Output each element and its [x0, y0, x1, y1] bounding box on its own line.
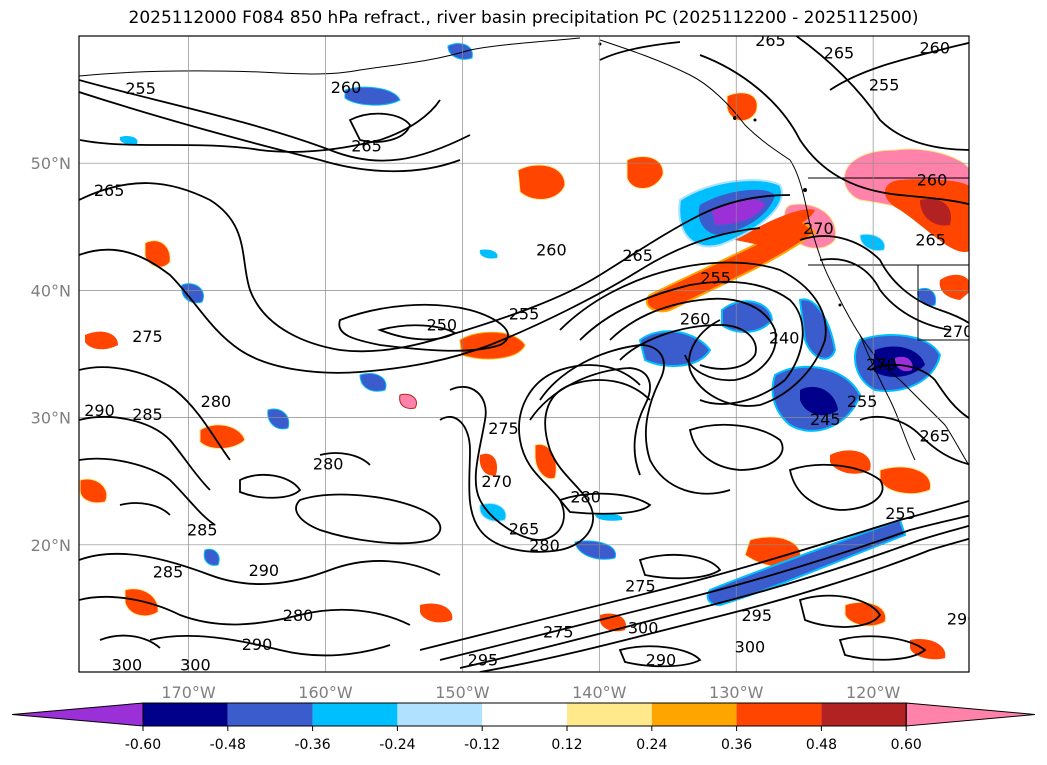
contour-label: 265 [351, 136, 382, 155]
colorbar-segment [143, 703, 228, 726]
contour-label: 265 [919, 426, 950, 445]
contour-label: 265 [509, 519, 540, 538]
contour-labels: 255 260 265 265 275 290 285 280 250 255 260 265 260 2… [84, 31, 978, 674]
contour-label: 260 [919, 38, 950, 57]
contour-label: 255 [125, 79, 156, 98]
colorbar-segment [312, 703, 398, 726]
contour-label: 265 [622, 246, 653, 265]
colorbar-tick-label: -0.48 [210, 737, 246, 753]
contour-label: 265 [915, 231, 946, 250]
contour-label: 245 [810, 410, 841, 429]
contour-label: 260 [917, 171, 948, 190]
colorbar-segment [736, 703, 822, 726]
lat-tick-label: 20°N [31, 536, 71, 555]
contour-label: 290 [249, 561, 280, 580]
contour-label: 270 [866, 355, 897, 374]
contour-label: 265 [755, 31, 786, 50]
colorbar-tick-label: -0.24 [379, 737, 415, 753]
contour-label: 270 [803, 219, 834, 238]
lat-tick-label: 50°N [31, 154, 71, 173]
contour-label: 270 [481, 472, 512, 491]
contour-label: 240 [769, 328, 800, 347]
lon-tick-label: 120°W [846, 683, 901, 702]
colorbar-tick-label: 0.24 [636, 737, 667, 753]
contour-label: 255 [869, 75, 900, 94]
contour-label: 285 [187, 521, 218, 540]
lon-tick-label: 160°W [298, 683, 353, 702]
colorbar-segment [227, 703, 313, 726]
colorbar-outline [142, 702, 907, 727]
contour-label: 300 [735, 638, 766, 657]
colorbar-extend-low [11, 702, 144, 727]
contour-label: 270 [943, 322, 974, 341]
colorbar-extend-high [905, 702, 1036, 727]
contour-label: 255 [847, 392, 878, 411]
contour-label: 280 [283, 606, 314, 625]
lon-tick-label: 150°W [435, 683, 490, 702]
contour-label: 265 [824, 44, 855, 63]
plot-frame [78, 35, 970, 673]
contour-label: 275 [132, 327, 163, 346]
contour-label: 300 [112, 655, 143, 674]
contour-label: 300 [180, 655, 211, 674]
refractivity-contours [79, 36, 969, 672]
colorbar-segment [567, 703, 652, 726]
lon-tick-label: 130°W [709, 683, 764, 702]
contour-label: 255 [885, 504, 916, 523]
contour-label: 295 [741, 606, 772, 625]
map-plot-area: 255 260 265 265 275 290 285 280 250 255 260 265 260 2… [79, 31, 978, 674]
colorbar-tick-label: -0.60 [125, 737, 161, 753]
contour-label: 260 [331, 78, 362, 97]
contour-label: 290 [242, 635, 273, 654]
contour-label: 285 [153, 563, 184, 582]
contour-label: 260 [536, 241, 567, 260]
colorbar-segment [482, 703, 567, 726]
lat-tick-label: 30°N [31, 409, 71, 428]
colorbar: -0.60 -0.48 -0.36 -0.24 -0.12 0.12 0.24 0.36 0.4… [11, 702, 1036, 753]
colorbar-segment [397, 703, 483, 726]
contour-label: 255 [700, 269, 731, 288]
precip-shading-positive [79, 92, 969, 660]
colorbar-segment [651, 703, 737, 726]
colorbar-tick-label: 0.60 [891, 737, 922, 753]
contour-label: 285 [132, 405, 163, 424]
colorbar-tick-label: 0.36 [721, 737, 752, 753]
contour-label: 275 [543, 622, 574, 641]
contour-label: 280 [570, 487, 601, 506]
lat-tick-label: 40°N [31, 281, 71, 300]
lon-tick-label: 140°W [572, 683, 627, 702]
contour-label: 275 [625, 577, 656, 596]
lon-tick-label: 170°W [161, 683, 216, 702]
contour-label: 300 [628, 618, 659, 637]
contour-label: 275 [488, 419, 519, 438]
contour-label: 260 [680, 309, 711, 328]
contour-label: 280 [201, 392, 232, 411]
contour-label: 280 [313, 454, 344, 473]
contour-label: 290 [947, 610, 978, 629]
colorbar-tick-label: 0.48 [806, 737, 837, 753]
contour-label: 280 [529, 536, 560, 555]
colorbar-tick-label: 0.12 [551, 737, 582, 753]
contour-label: 265 [94, 181, 125, 200]
contour-label: 290 [84, 401, 115, 420]
contour-label: 250 [427, 316, 458, 335]
map-title: 2025112000 F084 850 hPa refract., river … [128, 8, 919, 28]
contour-label: 295 [468, 650, 499, 669]
colorbar-segment [821, 703, 907, 726]
axis-labels: 170°W 160°W 150°W 140°W 130°W 120°W 20°N 30°N 40… [31, 154, 901, 702]
colorbar-tick-label: -0.36 [294, 737, 330, 753]
colorbar-tick-label: -0.12 [464, 737, 500, 753]
contour-label: 255 [509, 304, 540, 323]
contour-label: 290 [646, 650, 677, 669]
